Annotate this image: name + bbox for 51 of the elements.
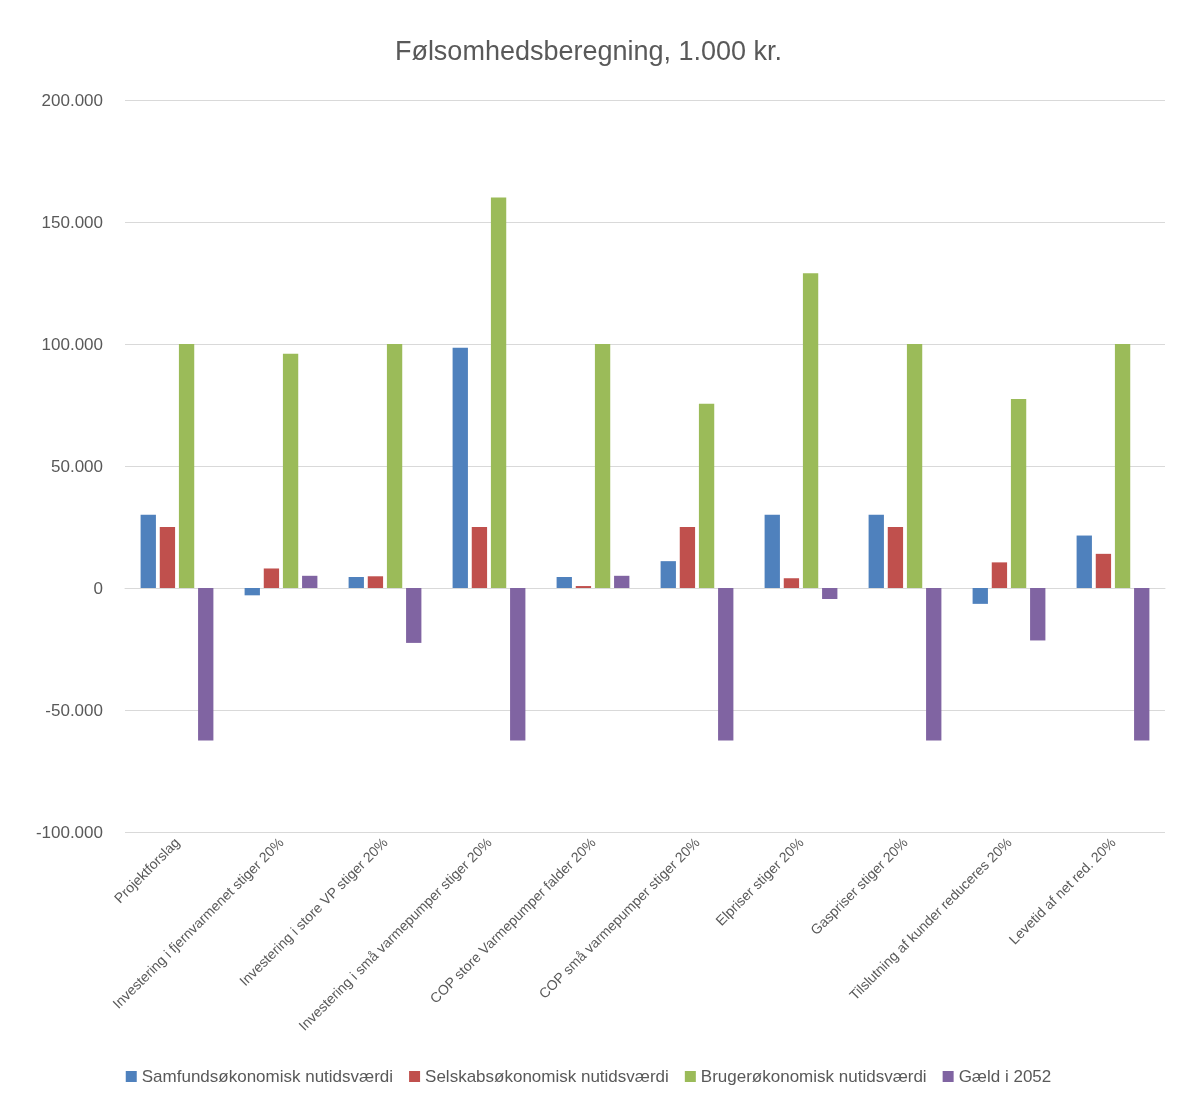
- bar: [282, 353, 299, 588]
- bar: [1134, 588, 1150, 741]
- bar: [906, 344, 923, 588]
- bar: [972, 588, 988, 604]
- bar: [698, 403, 715, 588]
- bar: [244, 588, 260, 596]
- bar: [764, 514, 780, 588]
- y-tick-label: -50.000: [45, 700, 103, 720]
- chart-title: Følsomhedsberegning, 1.000 kr.: [394, 35, 783, 66]
- legend-label: Brugerøkonomisk nutidsværdi: [700, 1067, 927, 1086]
- bar: [991, 562, 1008, 588]
- bar: [1010, 398, 1027, 588]
- bar: [510, 588, 526, 741]
- bar: [406, 588, 422, 643]
- y-tick-label: 200.000: [41, 90, 103, 110]
- bar: [556, 577, 572, 588]
- y-tick-label: 100.000: [41, 334, 103, 354]
- bar: [887, 527, 904, 588]
- bar: [1095, 553, 1112, 588]
- bar: [868, 514, 884, 588]
- bar: [471, 527, 488, 588]
- bar: [159, 527, 176, 588]
- bar: [490, 197, 507, 588]
- bar: [386, 344, 403, 588]
- y-tick-label: 150.000: [41, 212, 103, 232]
- legend-label: Gæld i 2052: [958, 1067, 1052, 1086]
- bar: [302, 575, 318, 588]
- bar: [926, 588, 942, 741]
- bar: [1030, 588, 1046, 641]
- bar: [718, 588, 734, 741]
- bar: [614, 575, 630, 588]
- y-tick-label: 50.000: [51, 456, 103, 476]
- bar: [679, 527, 696, 588]
- bar: [783, 578, 800, 588]
- y-tick-label: 0: [93, 578, 103, 598]
- bar: [822, 588, 838, 599]
- legend-label: Samfundsøkonomisk nutidsværdi: [141, 1067, 394, 1086]
- bar: [348, 577, 364, 588]
- bar: [140, 514, 156, 588]
- bar: [178, 344, 195, 588]
- bar: [263, 568, 280, 588]
- bar: [452, 347, 468, 588]
- bar: [367, 576, 384, 588]
- bar: [198, 588, 214, 741]
- bar: [594, 344, 611, 588]
- bar: [1076, 535, 1092, 588]
- bar: [660, 561, 676, 588]
- bar: [1114, 344, 1131, 588]
- legend-label: Selskabsøkonomisk nutidsværdi: [425, 1067, 669, 1086]
- y-tick-label: -100.000: [35, 822, 103, 842]
- bar: [802, 273, 819, 588]
